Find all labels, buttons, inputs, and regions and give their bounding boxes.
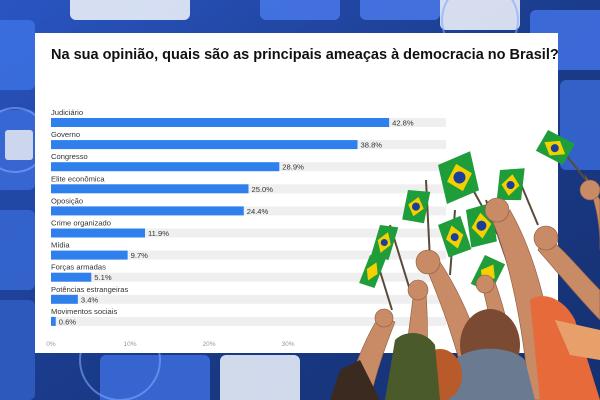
bar: [51, 206, 244, 216]
bar: [51, 228, 146, 238]
x-tick-label: 10%: [123, 341, 136, 348]
bar: [51, 250, 128, 260]
bar-track: [51, 228, 446, 238]
bar-track: [51, 250, 446, 260]
bar-track: [51, 206, 446, 216]
value-label: 3.4%: [81, 295, 99, 304]
category-label: Governo: [51, 130, 80, 139]
value-label: 9.7%: [131, 251, 149, 260]
category-label: Movimentos sociais: [51, 307, 117, 316]
bar-track: [51, 272, 446, 282]
value-label: 28.9%: [282, 163, 304, 172]
bar: [51, 316, 56, 326]
chart-card: Na sua opinião, quais são as principais …: [35, 33, 559, 353]
bar-track: [51, 294, 446, 304]
category-label: Crime organizado: [51, 219, 111, 228]
value-label: 38.8%: [361, 141, 383, 150]
category-label: Elite econômica: [51, 174, 105, 183]
value-label: 5.1%: [94, 273, 112, 282]
x-tick-label: 0%: [46, 341, 56, 348]
x-tick-label: 20%: [202, 341, 215, 348]
bar-chart: Judiciário 42.8% Governo 38.8% Congresso 28.9…: [46, 108, 446, 348]
bar: [51, 140, 358, 150]
category-label: Potências estrangeiras: [51, 285, 128, 294]
bar: [51, 272, 92, 282]
category-label: Congresso: [51, 152, 88, 161]
value-label: 24.4%: [247, 207, 269, 216]
bar: [51, 118, 390, 127]
chart-title: Na sua opinião, quais são as principais …: [51, 47, 559, 63]
bar: [51, 294, 78, 304]
value-label: 42.8%: [392, 119, 414, 128]
value-label: 11.9%: [148, 229, 169, 238]
value-label: 0.6%: [59, 317, 77, 326]
bar: [51, 184, 249, 194]
bar-track: [51, 316, 446, 326]
category-label: Forças armadas: [51, 263, 106, 272]
bar: [51, 162, 280, 172]
category-label: Judiciário: [51, 108, 83, 117]
category-label: Oposição: [51, 196, 83, 205]
category-label: Mídia: [51, 241, 70, 250]
x-tick-label: 30%: [281, 341, 294, 348]
value-label: 25.0%: [252, 185, 274, 194]
